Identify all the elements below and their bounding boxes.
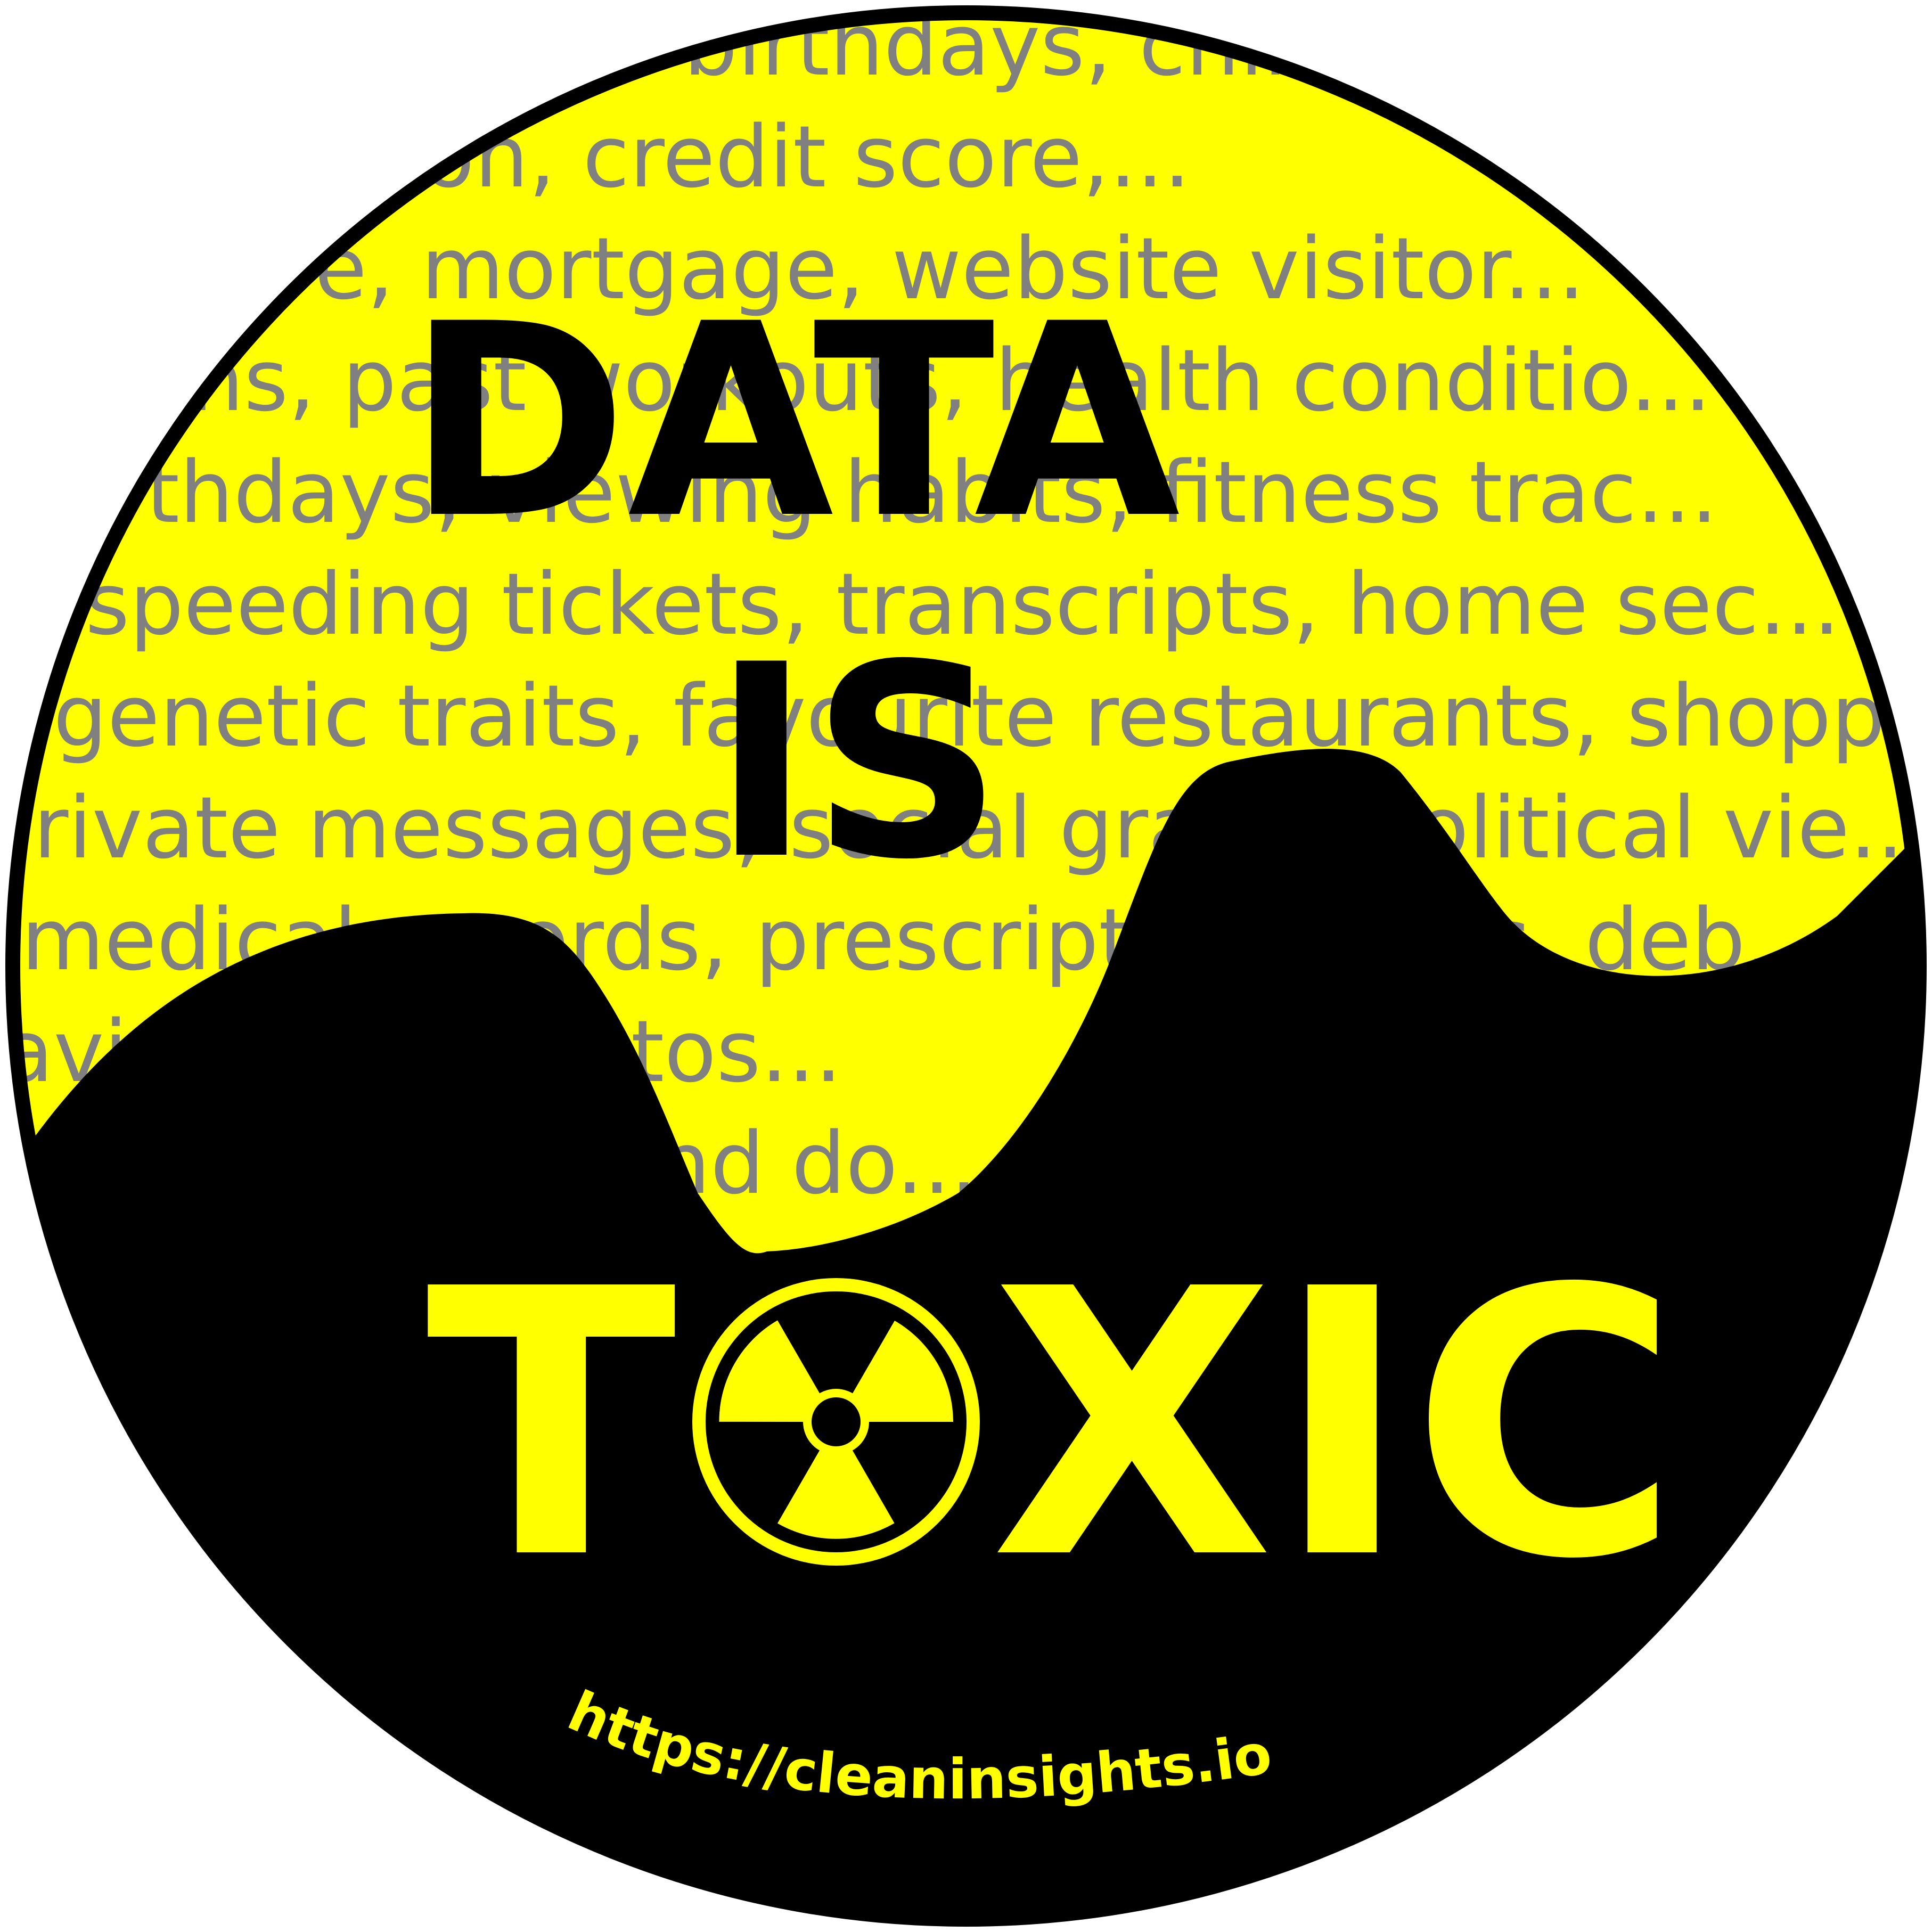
bg-line-5: ...birthdays, viewing habits, fitness tr… [0, 443, 1718, 542]
title-is: IS [712, 608, 1003, 918]
badge-border [5, 5, 1927, 1927]
bg-line-8: ...rivate messages, social graph, politi… [0, 778, 1931, 878]
title-toxic-xic: XIC [990, 1211, 1680, 1639]
bg-line-7: genetic traits, favourite restaurants, s… [53, 666, 1932, 766]
title-data: DATA [407, 267, 1182, 577]
radiation-icon [692, 1278, 980, 1566]
bg-line-4: ...plans, past workouts, health conditio… [0, 331, 1712, 430]
black-wave [13, 749, 1919, 1919]
title-toxic-t: T [426, 1211, 678, 1639]
bg-line-2: ...s, location, credit score,... [11, 107, 1191, 207]
bg-line-6: speeding tickets, transcripts, home sec.… [85, 554, 1840, 654]
